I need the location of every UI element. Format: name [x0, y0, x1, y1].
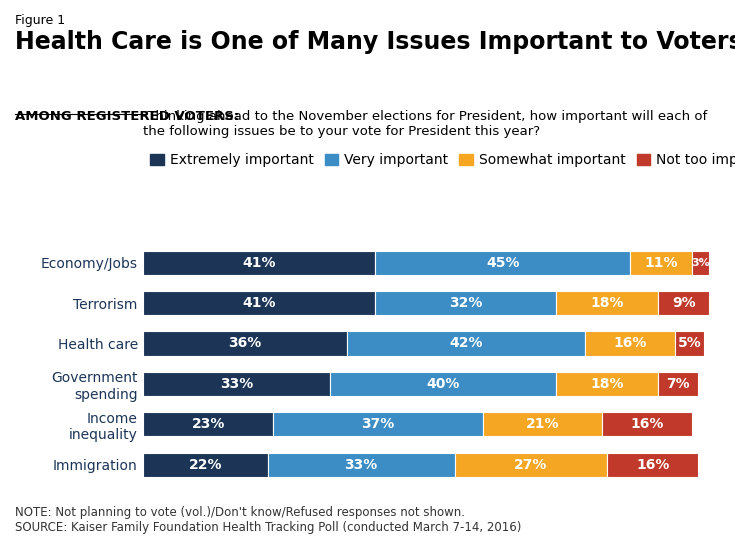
Bar: [347, 331, 585, 355]
Bar: [143, 331, 347, 355]
Bar: [556, 291, 659, 315]
Text: 42%: 42%: [449, 337, 483, 350]
Text: 45%: 45%: [486, 256, 520, 269]
Bar: [602, 412, 692, 436]
Text: 9%: 9%: [672, 296, 695, 310]
Text: 37%: 37%: [362, 417, 395, 431]
Bar: [376, 251, 630, 275]
Text: 23%: 23%: [192, 417, 225, 431]
Text: 16%: 16%: [613, 337, 647, 350]
Bar: [630, 251, 692, 275]
Bar: [268, 452, 454, 477]
Bar: [659, 372, 698, 396]
Bar: [454, 452, 607, 477]
Text: 3%: 3%: [692, 258, 710, 268]
Text: 33%: 33%: [220, 377, 254, 391]
Text: 18%: 18%: [591, 377, 624, 391]
Bar: [143, 412, 273, 436]
Text: AMONG REGISTERED VOTERS:: AMONG REGISTERED VOTERS:: [15, 110, 239, 123]
Text: 41%: 41%: [243, 296, 276, 310]
Bar: [143, 291, 376, 315]
Text: 5%: 5%: [678, 337, 701, 350]
Text: 16%: 16%: [631, 417, 664, 431]
Bar: [143, 372, 330, 396]
Bar: [376, 291, 556, 315]
Text: NOTE: Not planning to vote (vol.)/Don't know/Refused responses not shown.
SOURCE: NOTE: Not planning to vote (vol.)/Don't …: [15, 506, 521, 534]
Text: THE HENRY J.: THE HENRY J.: [645, 503, 686, 509]
Bar: [675, 331, 703, 355]
Text: 21%: 21%: [526, 417, 559, 431]
Bar: [556, 372, 659, 396]
Bar: [330, 372, 556, 396]
Bar: [143, 452, 268, 477]
Legend: Extremely important, Very important, Somewhat important, Not too important: Extremely important, Very important, Som…: [145, 148, 735, 172]
Text: FAMILY: FAMILY: [646, 524, 684, 534]
Bar: [483, 412, 602, 436]
Text: 11%: 11%: [645, 256, 678, 269]
Bar: [273, 412, 483, 436]
Text: 32%: 32%: [449, 296, 483, 310]
Bar: [585, 331, 675, 355]
Text: Figure 1: Figure 1: [15, 14, 65, 27]
Bar: [607, 452, 698, 477]
Text: 16%: 16%: [636, 458, 670, 472]
Text: 27%: 27%: [514, 458, 548, 472]
Text: 40%: 40%: [426, 377, 460, 391]
Text: 7%: 7%: [667, 377, 690, 391]
Text: KAISER: KAISER: [639, 512, 691, 525]
Bar: [659, 291, 709, 315]
Text: 41%: 41%: [243, 256, 276, 269]
Text: 22%: 22%: [189, 458, 222, 472]
Text: 36%: 36%: [229, 337, 262, 350]
Text: 18%: 18%: [591, 296, 624, 310]
Text: Health Care is One of Many Issues Important to Voters This Election: Health Care is One of Many Issues Import…: [15, 30, 735, 55]
Text: Thinking ahead to the November elections for President, how important will each : Thinking ahead to the November elections…: [143, 110, 708, 138]
Text: FOUNDATION: FOUNDATION: [645, 537, 686, 542]
Bar: [692, 251, 709, 275]
Bar: [143, 251, 376, 275]
Text: 33%: 33%: [345, 458, 378, 472]
